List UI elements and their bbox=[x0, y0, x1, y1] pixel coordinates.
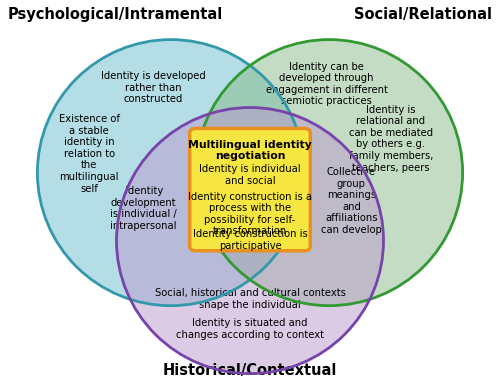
Ellipse shape bbox=[116, 108, 384, 373]
Text: Identity can be
developed through
engagement in different
semiotic practices: Identity can be developed through engage… bbox=[266, 62, 388, 106]
Text: Existence of
a stable
identity in
relation to
the
multilingual
self: Existence of a stable identity in relati… bbox=[59, 114, 120, 193]
Text: Collective
group
meanings
and
affiliations
can develop: Collective group meanings and affiliatio… bbox=[321, 167, 382, 235]
Ellipse shape bbox=[38, 39, 304, 306]
Text: Identity is situated and
changes according to context: Identity is situated and changes accordi… bbox=[176, 319, 324, 340]
Text: Identity
development
is individual /
intrapersonal: Identity development is individual / int… bbox=[110, 186, 177, 231]
Text: Identity construction is a
process with the
possibility for self-
transformation: Identity construction is a process with … bbox=[188, 192, 312, 236]
Text: Historical/Contextual: Historical/Contextual bbox=[163, 363, 337, 378]
FancyBboxPatch shape bbox=[190, 128, 310, 251]
Text: Identity is developed
rather than
constructed: Identity is developed rather than constr… bbox=[101, 71, 206, 104]
Text: Identity is
relational and
can be mediated
by others e.g.
family members,
teache: Identity is relational and can be mediat… bbox=[348, 105, 433, 173]
Text: Multilingual identity
negotiation: Multilingual identity negotiation bbox=[188, 140, 312, 161]
Text: Identity is individual
and social: Identity is individual and social bbox=[199, 164, 301, 185]
Text: Identity construction is
participative: Identity construction is participative bbox=[192, 229, 308, 251]
Ellipse shape bbox=[196, 39, 462, 306]
Text: Social/Relational: Social/Relational bbox=[354, 7, 492, 21]
Text: Psychological/Intramental: Psychological/Intramental bbox=[8, 7, 223, 21]
Text: Social, historical and cultural contexts
shape the individual: Social, historical and cultural contexts… bbox=[154, 288, 346, 310]
